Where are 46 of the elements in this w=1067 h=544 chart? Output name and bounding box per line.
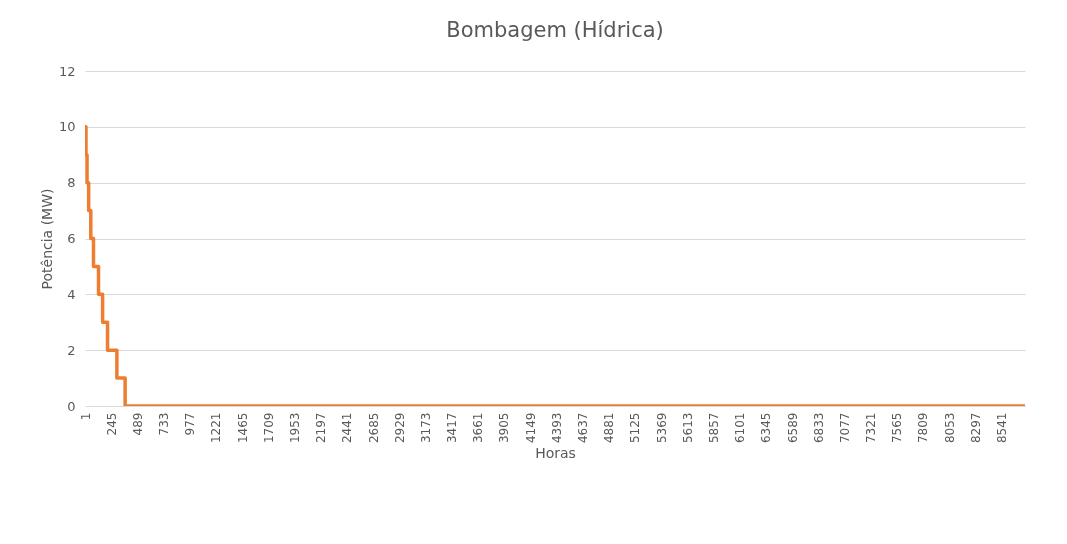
x-tick-label: 3661 <box>471 412 486 444</box>
x-tick-label: 2685 <box>366 412 381 444</box>
x-tick-label: 8541 <box>995 412 1009 444</box>
x-tick-label: 6833 <box>811 412 826 444</box>
x-tick-label: 8297 <box>968 412 983 444</box>
x-tick-label: 4149 <box>523 412 538 444</box>
x-tick-label: 3173 <box>418 412 433 444</box>
x-tick-label: 4393 <box>549 412 564 444</box>
x-tick-label: 1465 <box>235 412 250 444</box>
x-tick-label: 6345 <box>759 412 774 444</box>
y-tick-label: 6 <box>67 231 76 246</box>
x-tick-label: 4637 <box>576 412 591 444</box>
x-tick-label: 7321 <box>864 412 879 444</box>
y-tick-label: 12 <box>58 63 76 79</box>
x-tick-label: 7077 <box>837 412 852 444</box>
y-tick-label: 0 <box>67 398 76 414</box>
x-tick-label: 6589 <box>785 412 800 444</box>
x-tick-label: 5613 <box>680 412 695 444</box>
x-tick-label: 1953 <box>287 412 302 444</box>
x-tick-label: 245 <box>104 412 119 436</box>
x-tick-label: 2441 <box>340 412 355 444</box>
x-tick-label: 3905 <box>497 412 512 444</box>
x-tick-label: 4881 <box>602 412 617 444</box>
chart-title: Bombagem (Hídrica) <box>446 18 664 42</box>
y-tick-label: 4 <box>67 286 76 302</box>
y-tick-label: 10 <box>58 119 76 135</box>
x-tick-label: 3417 <box>445 412 460 444</box>
x-tick-label: 2929 <box>392 412 407 444</box>
x-tick-label: 489 <box>130 412 145 436</box>
y-tick-label: 8 <box>67 175 76 191</box>
x-tick-label: 7809 <box>916 412 931 444</box>
x-tick-label: 733 <box>157 412 172 436</box>
x-tick-label: 8053 <box>942 412 957 444</box>
x-tick-label: 1 <box>78 412 93 421</box>
y-axis-title: Potência (MW) <box>38 188 55 290</box>
x-tick-label: 5125 <box>628 412 643 444</box>
x-tick-label: 6101 <box>733 412 748 444</box>
x-tick-label: 1221 <box>209 412 224 444</box>
x-tick-label: 5369 <box>654 412 669 444</box>
x-tick-label: 1709 <box>261 412 276 444</box>
x-tick-label: 2197 <box>314 412 329 444</box>
x-tick-label: 977 <box>183 412 198 436</box>
x-tick-label: 5857 <box>706 412 721 444</box>
x-axis-title: Horas <box>535 445 576 462</box>
y-tick-label: 2 <box>67 342 76 358</box>
x-tick-label: 7565 <box>890 412 905 444</box>
